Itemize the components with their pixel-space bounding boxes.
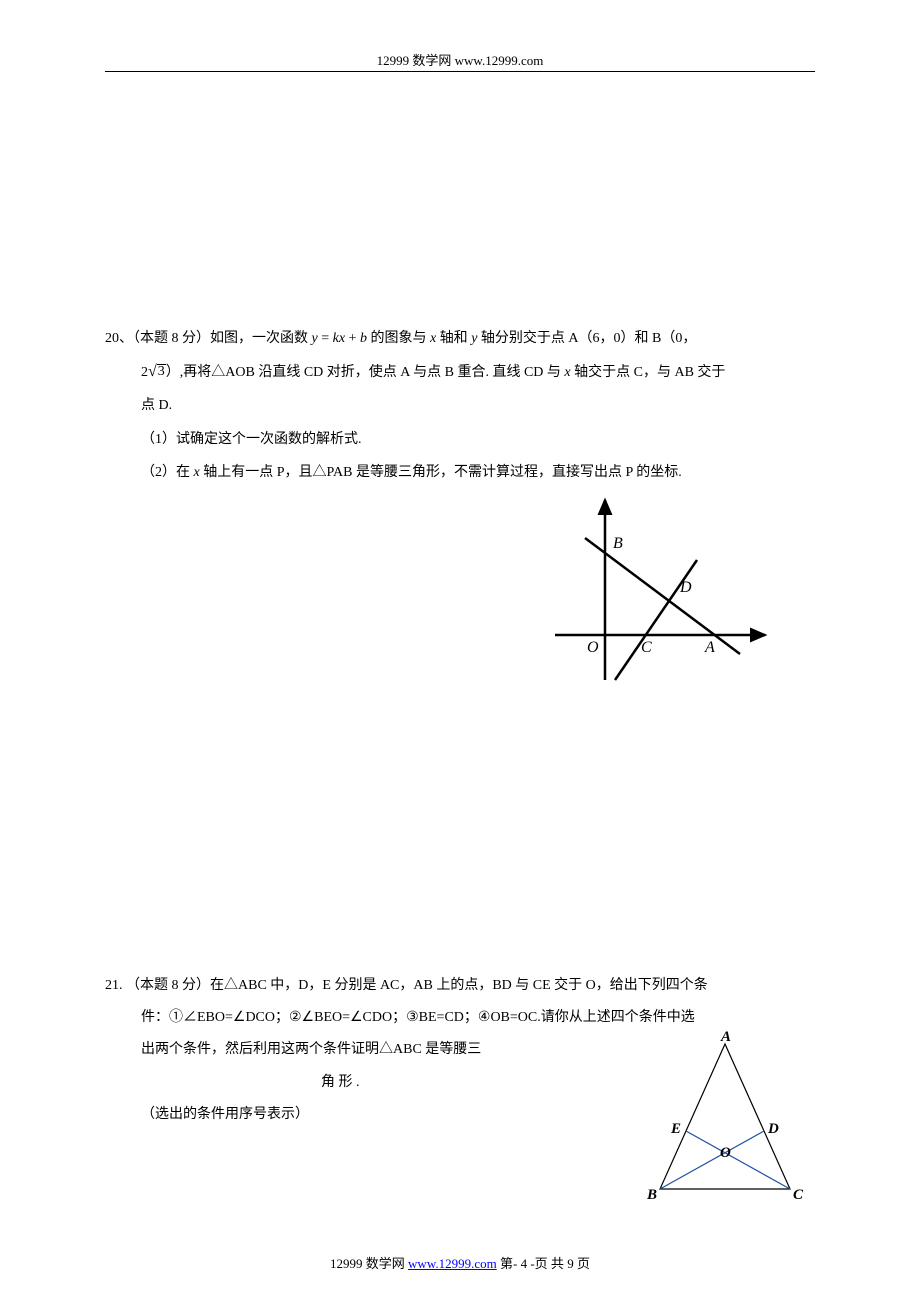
problem-20-figure: B D O C A [545,490,775,690]
p20-t2: 的图象与 [367,331,430,346]
problem-20-line1: 20、（本题 8 分）如图，一次函数 y = kx + b 的图象与 x 轴和 … [105,322,815,356]
problem-21-points: （本题 8 分） [126,978,210,993]
label-C: C [641,639,652,656]
eq-plus: + [345,331,360,346]
p20-s2b: 轴上有一点 P，且△PAB 是等腰三角形，不需计算过程，直接写出点 P 的坐标. [200,465,682,480]
problem-21-number: 21. [105,978,123,993]
footer-pc: 页 [574,1256,590,1271]
label-A21: A [720,1029,731,1045]
p21-l1: 在△ABC 中，D，E 分别是 AC，AB 上的点，BD 与 CE 交于 O，给… [210,978,708,993]
p20-s2a: （2）在 [141,465,194,480]
footer-pb: -页 共 [527,1256,567,1271]
label-O: O [587,639,599,656]
p21-l3a: 出两个条件，然后利用这两个条件证明△ABC 是等腰三 [141,1042,481,1057]
p21-l4: （选出的条件用序号表示） [141,1107,309,1122]
problem-20-sub1: （1）试确定这个一次函数的解析式. [105,423,815,457]
problem-20-points: （本题 8 分） [133,331,210,346]
label-C21: C [793,1187,804,1203]
problem-20-figure-wrap: B D O C A [105,490,815,690]
p20-s1: （1）试确定这个一次函数的解析式. [141,432,362,447]
p20-2c: 轴交于点 C，与 AB 交于 [571,365,726,380]
header-url: www.12999.com [455,53,544,68]
p21-l3b: 角 形 . [321,1067,360,1099]
problem-20: 20、（本题 8 分）如图，一次函数 y = kx + b 的图象与 x 轴和 … [105,322,815,690]
p20-3: 点 D. [141,398,172,413]
problem-21-line1: 21. （本题 8 分）在△ABC 中，D，E 分别是 AC，AB 上的点，BD… [105,970,815,1002]
page-header: 12999 数学网 www.12999.com [105,50,815,69]
p21-l2: 件：①∠EBO=∠DCO；②∠BEO=∠CDO；③BE=CD；④OB=OC.请你… [141,1010,695,1025]
problem-20-line2: 2√3）,再将△AOB 沿直线 CD 对折，使点 A 与点 B 重合. 直线 C… [105,356,815,390]
sqrt-symbol: √ [148,364,157,380]
sqrt-icon: √3 [148,364,166,380]
label-D: D [679,579,692,596]
label-B21: B [646,1187,657,1203]
header-divider [105,71,815,72]
p20-2a: 2 [141,365,148,380]
p20-t4: 轴分别交于点 A（6，0）和 B（0， [477,331,696,346]
p20-t3: 轴和 [436,331,471,346]
p20-t1: 如图，一次函数 [210,331,312,346]
sqrt-arg: 3 [157,364,166,379]
label-B: B [613,535,623,552]
problem-20-line3: 点 D. [105,389,815,423]
problem-20-number: 20、 [105,331,133,346]
problem-21-figure-wrap: A E D O B C [635,1029,815,1204]
footer-site-name: 12999 数学网 [330,1256,405,1271]
p20-2b: ）,再将△AOB 沿直线 CD 对折，使点 A 与点 B 重合. 直线 CD 与 [166,365,565,380]
problem-21-body: 件：①∠EBO=∠DCO；②∠BEO=∠CDO；③BE=CD；④OB=OC.请你… [105,1002,815,1204]
label-E21: E [670,1121,681,1137]
label-A: A [704,639,715,656]
page-footer: 12999 数学网 www.12999.com 第- 4 -页 共 9 页 [0,1253,920,1272]
footer-pa: 第- [497,1256,521,1271]
eq-eq: = [318,331,333,346]
problem-21: 21. （本题 8 分）在△ABC 中，D，E 分别是 AC，AB 上的点，BD… [105,970,815,1204]
problem-20-sub2: （2）在 x 轴上有一点 P，且△PAB 是等腰三角形，不需计算过程，直接写出点… [105,456,815,490]
label-O21: O [720,1145,731,1161]
page: 12999 数学网 www.12999.com 20、（本题 8 分）如图，一次… [0,0,920,1302]
problem-21-figure: A E D O B C [635,1029,815,1204]
label-D21: D [767,1121,779,1137]
header-site-name: 12999 数学网 [377,53,452,68]
footer-link[interactable]: www.12999.com [408,1256,497,1271]
eq-b: b [360,331,367,346]
